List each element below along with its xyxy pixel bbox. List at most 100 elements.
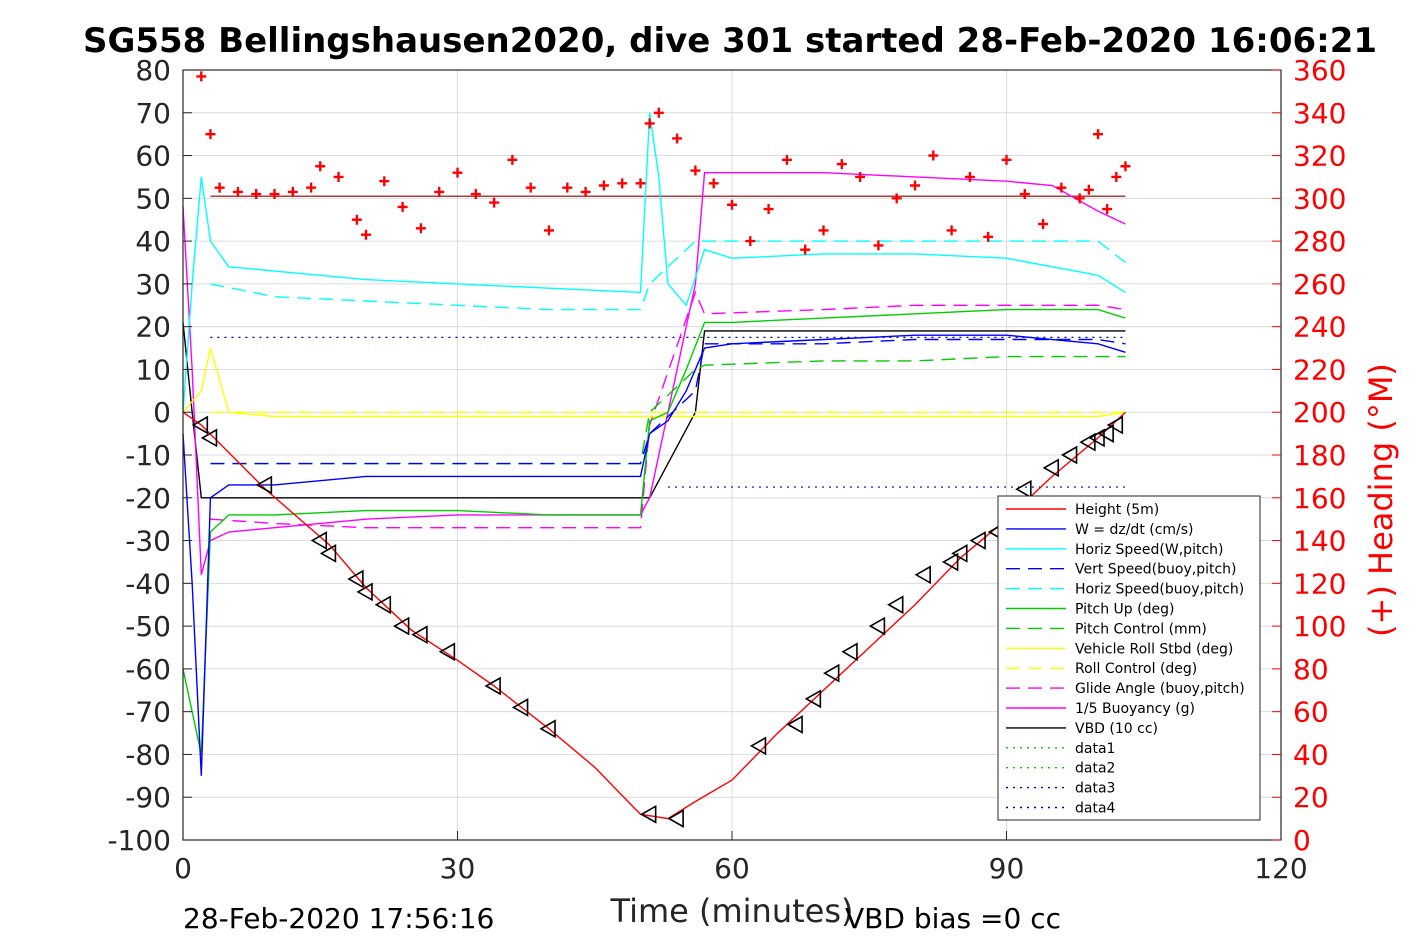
y2-tick-label: 200 [1293, 396, 1346, 429]
dive-marker [539, 719, 556, 739]
dive-marker [191, 415, 209, 435]
heading-marker [196, 71, 207, 82]
heading-marker [818, 225, 829, 236]
dive-marker [319, 544, 337, 563]
legend-label: Vehicle Roll Stbd (deg) [1075, 641, 1233, 657]
dive-marker [411, 625, 428, 645]
y2-tick-label: 20 [1293, 781, 1329, 814]
marker-layer [191, 71, 1131, 828]
heading-marker [1102, 204, 1113, 215]
timestamp-footer: 28-Feb-2020 17:56:16 [183, 902, 494, 935]
legend-label: W = dz/dt (cm/s) [1075, 522, 1194, 538]
y2-tick-label: 220 [1293, 353, 1346, 386]
heading-marker [635, 178, 646, 189]
heading-marker [544, 225, 554, 236]
legend-label: data1 [1075, 741, 1115, 757]
dive-marker [1088, 428, 1105, 448]
legend-box [997, 495, 1261, 821]
heading-marker [910, 180, 920, 191]
y-tick-label: 70 [135, 97, 171, 130]
heading-marker [333, 171, 344, 182]
heading-marker [1111, 171, 1122, 182]
heading-marker [891, 193, 902, 204]
x-tick-label: 90 [989, 852, 1025, 885]
y2-axis-label: (+) Heading (°M) [1362, 363, 1400, 637]
heading-marker [434, 186, 445, 197]
series-line-11 [182, 322, 1126, 499]
heading-marker [379, 176, 390, 187]
dive-marker [511, 698, 529, 717]
y-tick-label: -20 [125, 482, 171, 515]
heading-marker [287, 186, 298, 197]
heading-marker [708, 178, 719, 189]
dive-marker [868, 616, 886, 636]
x-tick-label: 60 [714, 852, 750, 885]
dive-marker [804, 689, 822, 709]
x-tick-label: 120 [1254, 852, 1307, 885]
heading-marker [836, 159, 847, 170]
x-tick-label: 30 [440, 852, 476, 885]
y2-tick-label: 340 [1293, 97, 1346, 130]
x-axis-ticks: 0 30 60 90 120 [174, 831, 1308, 885]
heading-marker [763, 204, 774, 215]
dive-marker [1097, 424, 1114, 443]
y2-tick-label: 240 [1293, 311, 1346, 344]
y-tick-label: 60 [135, 140, 171, 173]
dive-marker [841, 642, 858, 662]
dive-marker [969, 531, 986, 550]
heading-marker [251, 189, 262, 200]
y2-tick-label: 360 [1293, 54, 1346, 87]
heading-marker [489, 197, 500, 208]
dive-marker [347, 569, 364, 589]
y-tick-label: -70 [125, 696, 171, 729]
y2-tick-label: 160 [1293, 482, 1346, 515]
legend-label: Horiz Speed(buoy,pitch) [1075, 582, 1244, 598]
y2-tick-label: 280 [1293, 225, 1346, 258]
heading-marker [232, 186, 243, 197]
y2-tick-label: 80 [1293, 653, 1329, 686]
legend-label: data4 [1075, 801, 1116, 817]
legend-label: data2 [1075, 761, 1115, 777]
heading-marker [745, 236, 756, 247]
legend-label: Glide Angle (buoy,pitch) [1075, 681, 1245, 697]
heading-marker [1038, 219, 1049, 229]
dive-marker [484, 676, 501, 696]
heading-marker [690, 165, 701, 176]
heading-marker [964, 171, 975, 182]
legend-label: Height (5m) [1075, 502, 1159, 518]
heading-marker [1083, 184, 1094, 195]
legend-label: data3 [1075, 781, 1115, 797]
heading-marker [644, 118, 655, 129]
heading-marker [1019, 189, 1030, 200]
dive-marker [941, 552, 959, 572]
series-line-9 [210, 290, 1126, 529]
y-tick-label: 80 [135, 54, 171, 87]
y-tick-label: -90 [125, 781, 171, 814]
legend-label: VBD (10 cc) [1075, 721, 1158, 737]
dive-marker [356, 582, 373, 602]
series-layer [182, 112, 1126, 820]
left-axis-ticks: 80 70 60 50 40 30 20 10 0 -10 -20 -30 -40 -50 -60 -70 -8… [107, 54, 192, 857]
dive-marker [1060, 445, 1078, 465]
heading-marker [397, 201, 408, 212]
heading-marker [598, 180, 609, 191]
dive-marker [914, 565, 931, 585]
heading-marker [507, 154, 518, 165]
heading-marker [351, 214, 362, 225]
legend-label: Horiz Speed(W,pitch) [1075, 542, 1223, 558]
y-tick-label: -80 [125, 738, 171, 771]
dive-marker [951, 544, 968, 563]
y-tick-label: -100 [107, 824, 171, 857]
series-line-1 [182, 334, 1126, 776]
series-line-6 [210, 355, 1126, 465]
heading-marker [672, 133, 683, 144]
heading-marker [617, 178, 628, 189]
y2-tick-label: 140 [1293, 525, 1346, 558]
dive-marker [392, 616, 410, 636]
y-tick-label: -40 [125, 567, 171, 600]
heading-marker [315, 161, 326, 172]
x-tick-label: 0 [174, 852, 192, 885]
dive-marker [1042, 458, 1060, 478]
x-axis-label: Time (minutes) [610, 892, 854, 930]
series-line-2 [182, 112, 1126, 413]
